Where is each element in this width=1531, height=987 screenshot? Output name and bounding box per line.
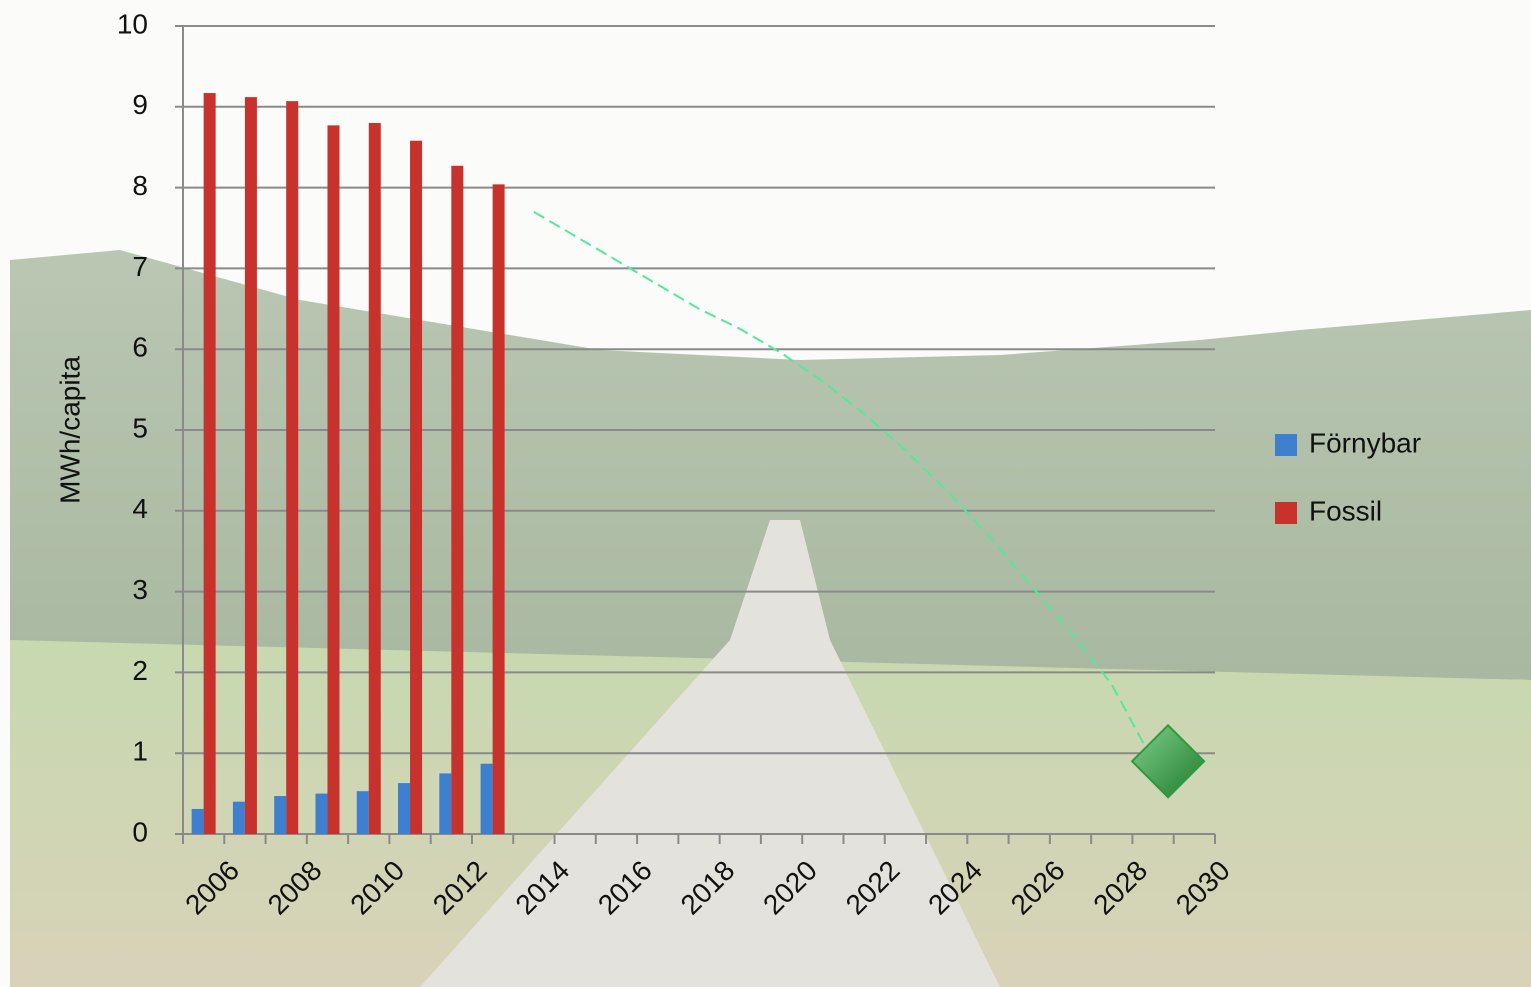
y-axis-title: MWh/capita <box>54 356 85 504</box>
bar <box>244 97 257 834</box>
legend-label: Fossil <box>1309 495 1382 526</box>
y-tick-label: 7 <box>132 251 148 282</box>
bar <box>274 796 287 834</box>
y-tick-label: 1 <box>132 736 148 767</box>
legend-label: Förnybar <box>1309 427 1421 458</box>
bar <box>356 791 369 834</box>
bar <box>492 184 505 835</box>
bar <box>410 140 423 835</box>
legend-swatch <box>1275 502 1297 524</box>
bar <box>439 773 452 834</box>
y-tick-label: 9 <box>132 89 148 120</box>
y-tick-label: 8 <box>132 170 148 201</box>
bar <box>191 808 204 834</box>
y-tick-label: 3 <box>132 574 148 605</box>
y-tick-label: 4 <box>132 493 148 524</box>
bar <box>368 122 381 834</box>
trend-line <box>533 210 1154 762</box>
bar <box>315 793 328 834</box>
bar <box>480 763 493 834</box>
diamond-marker <box>1130 723 1206 799</box>
y-tick-label: 0 <box>132 816 148 847</box>
legend-swatch <box>1275 434 1297 456</box>
y-tick-label: 6 <box>132 332 148 363</box>
bar <box>327 125 340 834</box>
y-tick-label: 5 <box>132 412 148 443</box>
y-tick-label: 10 <box>117 8 148 39</box>
y-tick-label: 2 <box>132 655 148 686</box>
bar <box>398 783 411 834</box>
bar <box>203 93 216 834</box>
bar <box>451 165 464 834</box>
bar <box>232 801 245 834</box>
bar <box>286 101 299 835</box>
